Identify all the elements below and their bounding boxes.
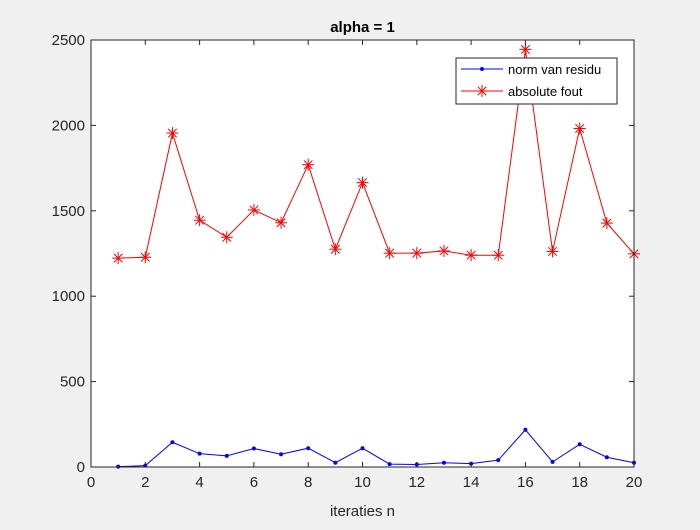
x-tick-label: 14	[463, 474, 480, 491]
y-tick-label: 500	[60, 374, 85, 391]
data-point	[247, 203, 260, 216]
legend: norm van residu absolute fout	[455, 57, 618, 105]
x-axis-label: iteraties n	[330, 503, 395, 520]
data-point	[519, 43, 532, 56]
data-point	[139, 251, 152, 264]
data-point	[523, 427, 528, 432]
x-tick-label: 20	[626, 474, 643, 491]
y-tick-label: 2000	[52, 117, 85, 134]
y-tick-label: 1000	[52, 288, 85, 305]
data-point	[437, 244, 450, 257]
data-point	[224, 453, 229, 458]
data-point	[573, 122, 586, 135]
data-point	[577, 442, 582, 447]
data-point	[112, 252, 125, 265]
data-point	[550, 459, 555, 464]
data-point	[197, 451, 202, 456]
legend-marker	[476, 85, 488, 97]
data-point	[441, 460, 446, 465]
x-tick-label: 10	[354, 474, 371, 491]
data-point	[356, 176, 369, 189]
y-tick-label: 0	[77, 459, 85, 476]
data-point	[604, 455, 609, 460]
data-point	[333, 460, 338, 465]
x-tick-label: 6	[250, 474, 258, 491]
x-tick-label: 0	[87, 474, 95, 491]
x-tick-label: 16	[517, 474, 534, 491]
legend-entry-1: absolute fout	[461, 84, 583, 99]
x-tick-label: 12	[408, 474, 425, 491]
x-tick-label: 2	[141, 474, 149, 491]
data-point	[279, 452, 284, 457]
axes-layer: 0 2 4 6 8 10 12 14 16 18 20 0 500 1000 1500 2000 2500	[52, 32, 643, 491]
data-point	[546, 245, 559, 258]
data-point	[496, 458, 501, 463]
data-point	[600, 217, 613, 230]
y-tick-label: 2500	[52, 32, 85, 49]
data-point	[465, 249, 478, 262]
y-tick-label: 1500	[52, 203, 85, 220]
data-point	[410, 247, 423, 260]
data-point	[492, 249, 505, 262]
data-point	[220, 231, 233, 244]
x-tick-label: 18	[571, 474, 588, 491]
data-point	[193, 214, 206, 227]
data-point	[275, 216, 288, 229]
legend-label: absolute fout	[508, 84, 583, 99]
series-line-1	[118, 49, 635, 259]
data-point	[170, 440, 175, 445]
data-point	[360, 446, 365, 451]
series-layer	[112, 43, 640, 469]
data-point	[302, 158, 315, 171]
data-point	[166, 127, 179, 140]
x-tick-label: 8	[304, 474, 312, 491]
data-point	[383, 247, 396, 260]
data-point	[329, 243, 342, 256]
series-line-0	[118, 429, 635, 468]
legend-marker	[480, 67, 484, 71]
legend-box	[455, 57, 618, 105]
legend-entry-0: norm van residu	[461, 62, 601, 77]
chart-title: alpha = 1	[330, 19, 395, 36]
x-tick-label: 4	[195, 474, 203, 491]
data-point	[251, 446, 256, 451]
legend-label: norm van residu	[508, 62, 601, 77]
plot-area	[91, 40, 634, 467]
data-point	[387, 462, 392, 467]
data-point	[306, 446, 311, 451]
